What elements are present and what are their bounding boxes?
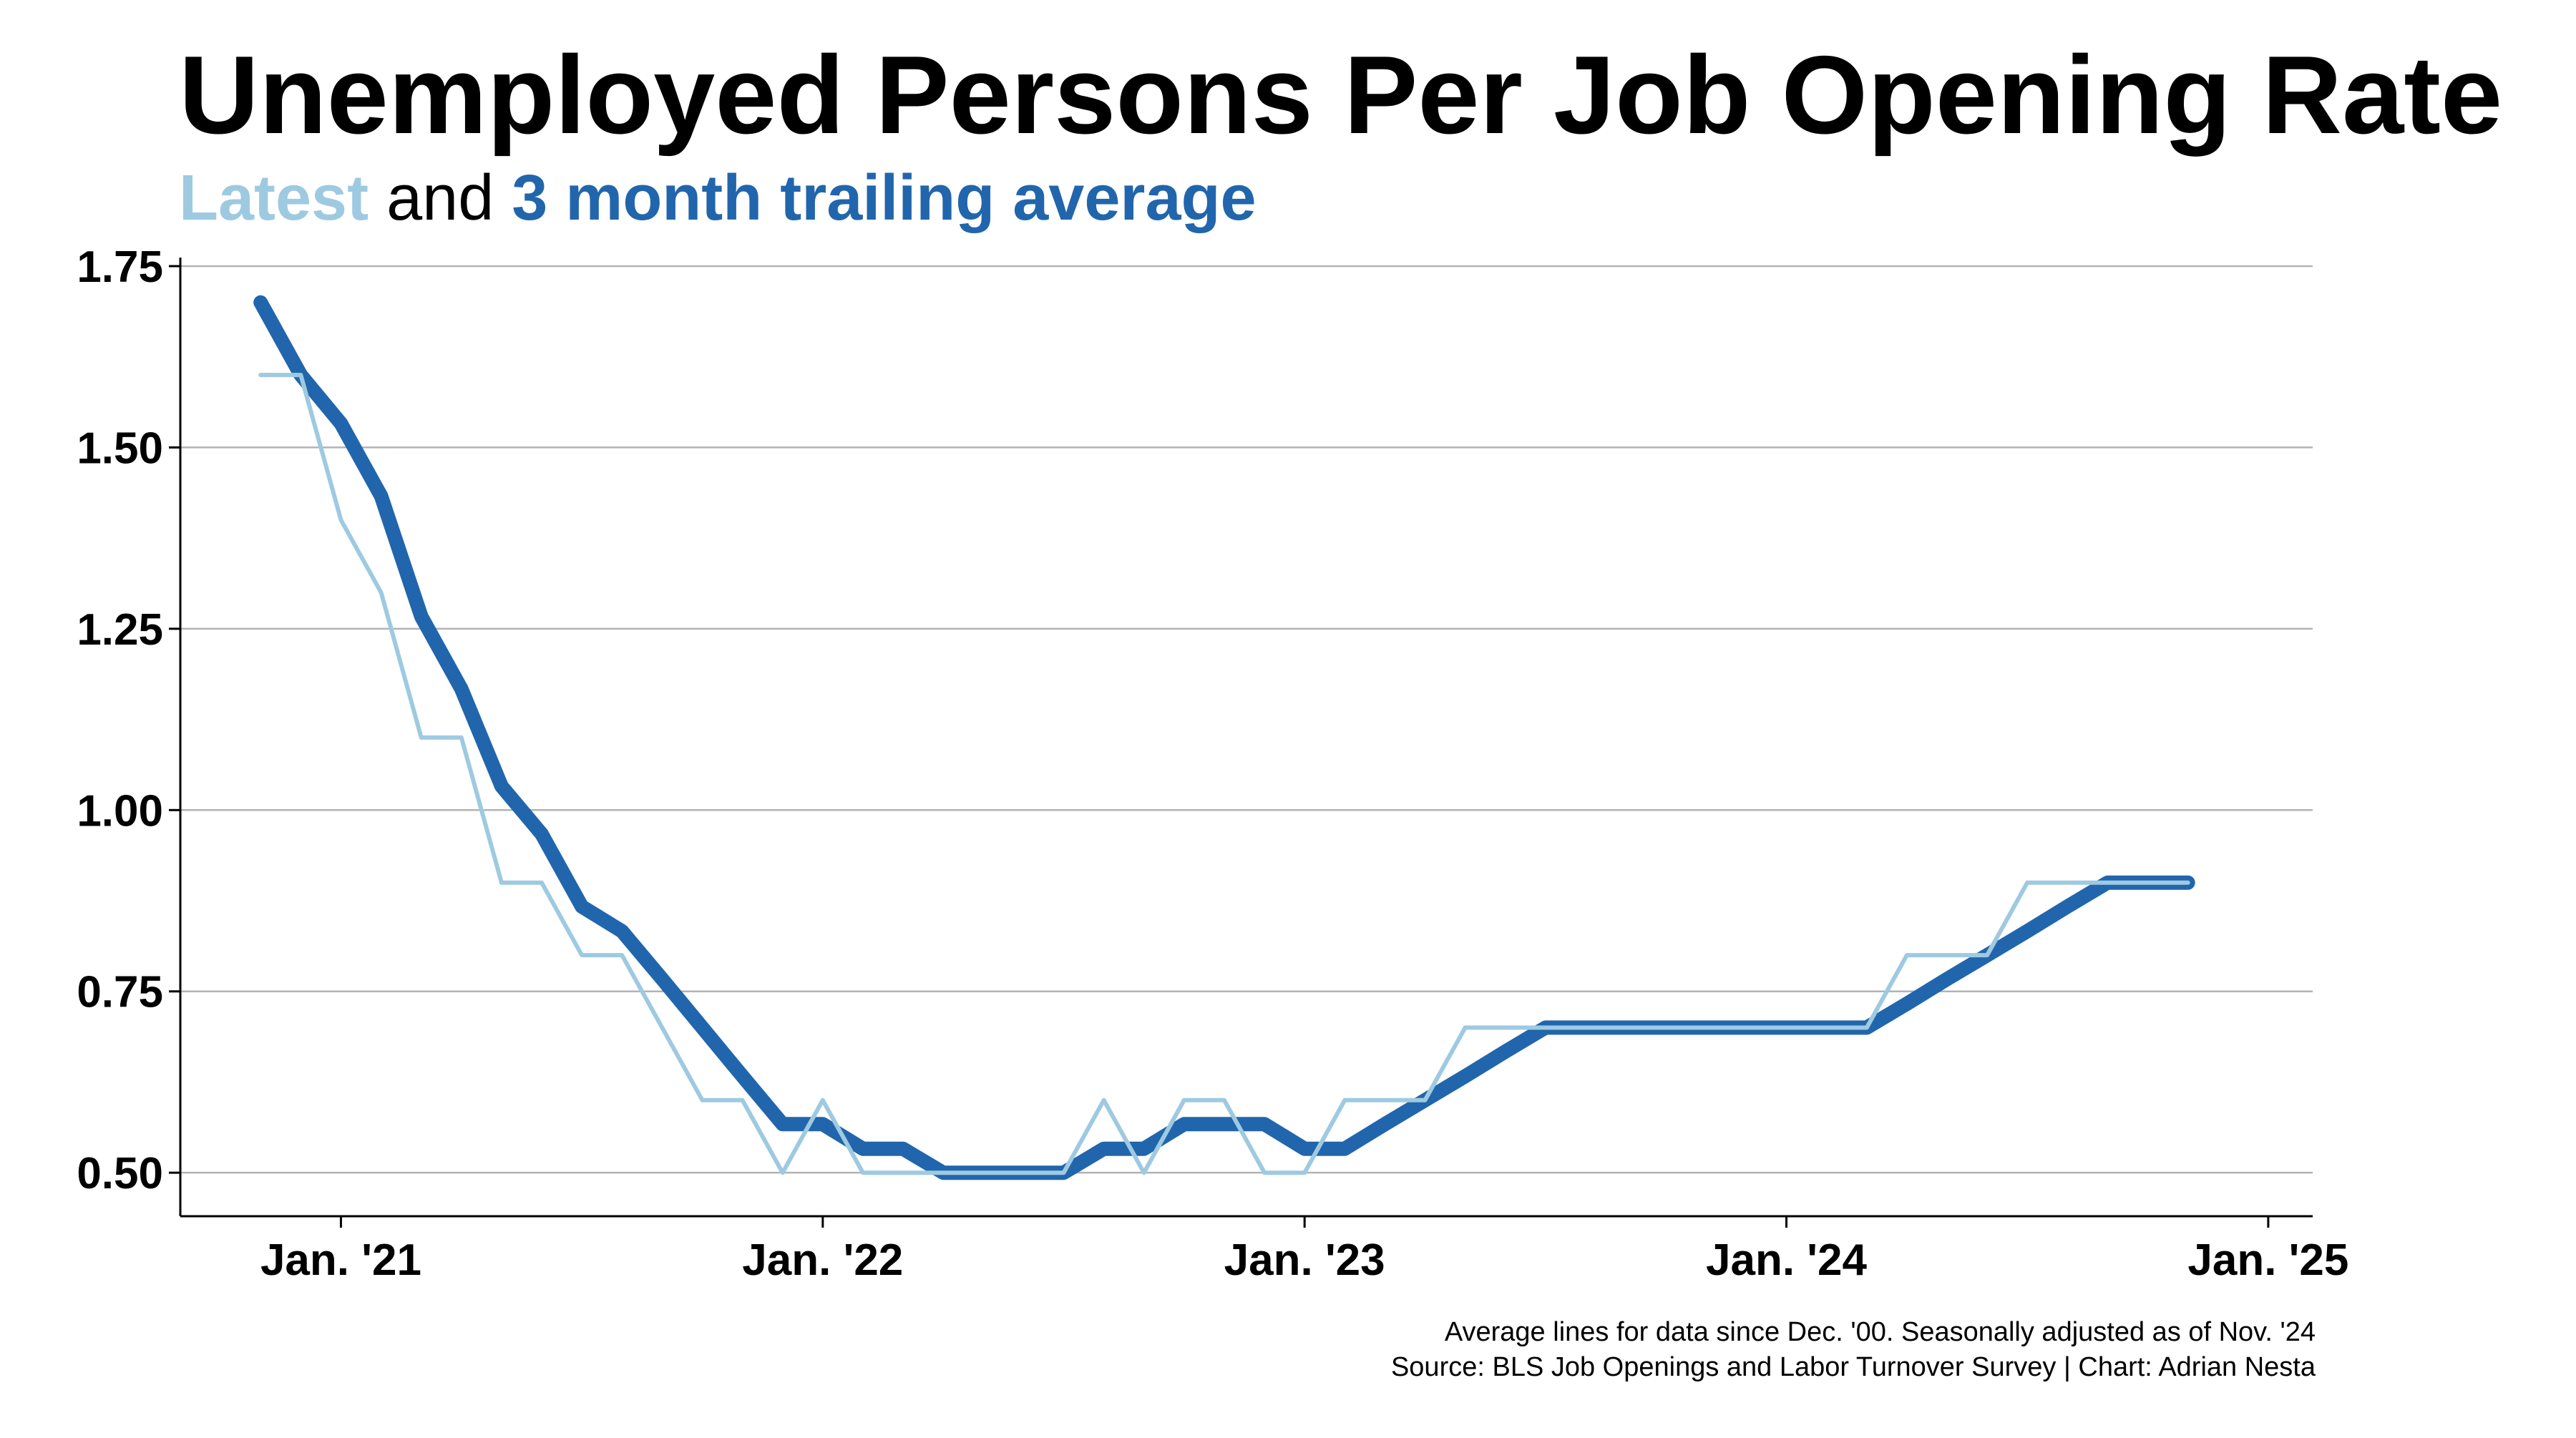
y-tick-label: 1.00 [77,786,163,836]
y-tick-label: 1.25 [77,605,163,655]
footnote-source: Source: BLS Job Openings and Labor Turno… [1390,1352,2316,1383]
x-tick-label: Jan. '22 [742,1236,903,1285]
x-tick-label: Jan. '21 [260,1236,421,1285]
series-line-trailing [253,295,2195,1180]
series-line-latest [258,373,2190,1175]
x-tick-label: Jan. '25 [2187,1236,2348,1285]
chart-title: Unemployed Persons Per Job Opening Rate [179,33,2503,157]
series-lines [253,295,2195,1180]
chart-footnote: Average lines for data since Dec. '00. S… [1391,1315,2316,1386]
subtitle-latest-label: Latest [179,162,369,234]
y-tick-label: 1.75 [77,243,163,292]
x-axis: Jan. '21 Jan. '22 Jan. '23 Jan. '24 Jan. '25 [180,1215,2348,1285]
y-tick-label: 1.50 [77,424,163,473]
chart-subtitle: Latest and 3 month trailing average [179,163,1257,234]
y-tick-label: 0.50 [77,1149,163,1198]
x-tick-label: Jan. '23 [1224,1236,1385,1285]
footnote-note: Average lines for data since Dec. '00. S… [1444,1317,2316,1347]
gridlines [180,265,2313,1174]
x-tick-label: Jan. '24 [1706,1236,1868,1285]
subtitle-connector: and [369,162,512,234]
subtitle-trailing-label: 3 month trailing average [512,162,1257,234]
y-tick-label: 0.75 [77,968,163,1017]
y-axis: 0.50 0.75 1.00 1.25 1.50 1.75 [77,243,182,1216]
